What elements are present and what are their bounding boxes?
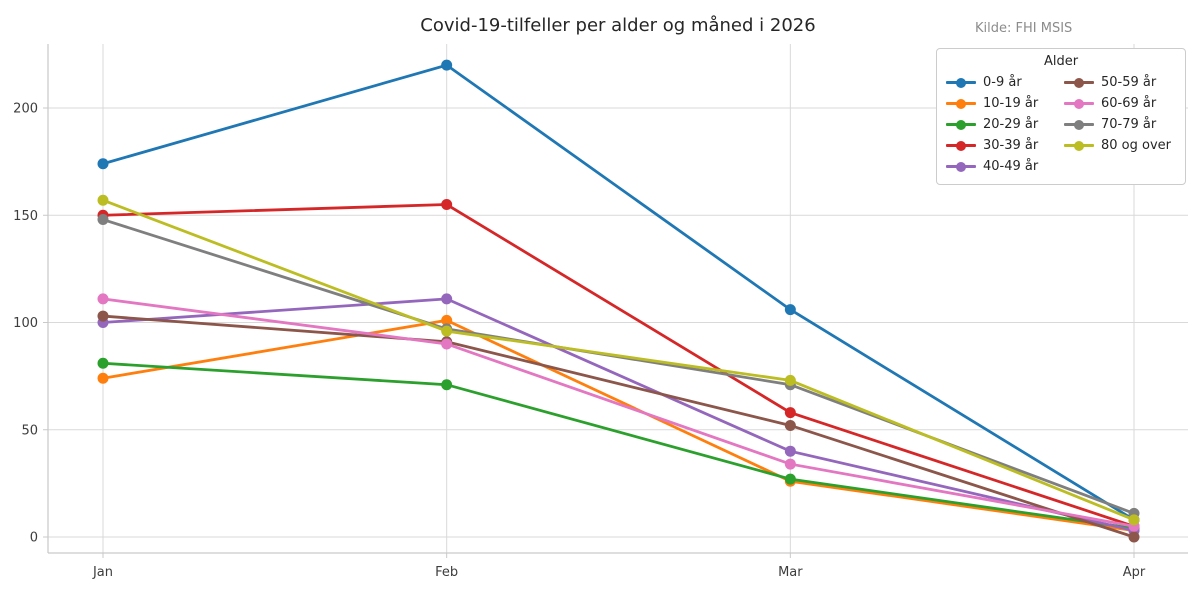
data-point [441,199,453,211]
data-point [97,310,109,322]
legend-item: 10-19 år [946,93,1058,114]
data-point [441,338,453,350]
legend-item: 0-9 år [946,72,1058,93]
data-point [441,379,453,391]
legend-label: 50-59 år [1101,75,1157,90]
y-tick-label: 150 [13,209,38,224]
source-note: Kilde: FHI MSIS [975,21,1073,36]
legend-title: Alder [1043,54,1079,69]
legend-label: 20-29 år [983,117,1039,132]
data-point [784,419,796,431]
legend-items: 0-9 år 10-19 år 20-29 år 30-39 år 40-49 år 50… [946,72,1176,177]
data-point [97,194,109,206]
legend-item: 30-39 år [946,135,1058,156]
y-tick-label: 200 [13,102,38,117]
data-point [97,372,109,384]
data-point [784,304,796,316]
legend-item: 80 og over [1064,135,1176,156]
y-tick-label: 50 [21,423,38,438]
data-point [97,214,109,226]
legend-line-dot-icon [1064,98,1094,109]
data-point [441,325,453,337]
series-line [101,361,1136,530]
x-tick-label: Mar [778,565,803,580]
legend-label: 70-79 år [1101,117,1157,132]
y-tick-label: 0 [30,531,38,546]
legend: Alder 0-9 år 10-19 år 20-29 år 30-39 år 40-4… [936,48,1186,185]
legend-line-dot-icon [946,119,976,130]
x-tick-label: Apr [1123,565,1146,580]
chart-title: Covid-19-tilfeller per alder og måned i … [420,15,816,36]
legend-line-dot-icon [946,98,976,109]
legend-item: 60-69 år [1064,93,1176,114]
legend-line-dot-icon [946,140,976,151]
x-tick-label: Jan [92,565,113,580]
data-point [441,59,453,71]
legend-label: 80 og over [1101,138,1172,153]
x-tick-label: Feb [435,565,458,580]
data-point [784,374,796,386]
series-line [101,314,1136,539]
legend-label: 30-39 år [983,138,1039,153]
series-line [101,198,1136,522]
legend-label: 40-49 år [983,159,1039,174]
legend-item: 20-29 år [946,114,1058,135]
data-point [784,407,796,419]
data-point [784,445,796,457]
series-line [101,203,1136,528]
data-point [1128,531,1140,543]
series-line [101,218,1136,515]
series-line [101,63,1136,522]
legend-item: 70-79 år [1064,114,1176,135]
y-tick-label: 100 [13,316,38,331]
legend-item: 40-49 år [946,156,1058,177]
data-point [97,357,109,369]
legend-label: 10-19 år [983,96,1039,111]
series-line [101,318,1136,532]
legend-line-dot-icon [1064,77,1094,88]
legend-line-dot-icon [1064,140,1094,151]
legend-line-dot-icon [1064,119,1094,130]
data-point [441,314,453,326]
data-point [441,293,453,305]
legend-label: 60-69 år [1101,96,1157,111]
data-point [97,158,109,170]
data-point [784,458,796,470]
series-line [101,297,1136,532]
legend-line-dot-icon [946,161,976,172]
legend-item: 50-59 år [1064,72,1176,93]
data-point [1128,514,1140,526]
legend-line-dot-icon [946,77,976,88]
legend-label: 0-9 år [983,75,1022,90]
data-point [97,293,109,305]
series-line [101,297,1136,528]
data-point [784,473,796,485]
